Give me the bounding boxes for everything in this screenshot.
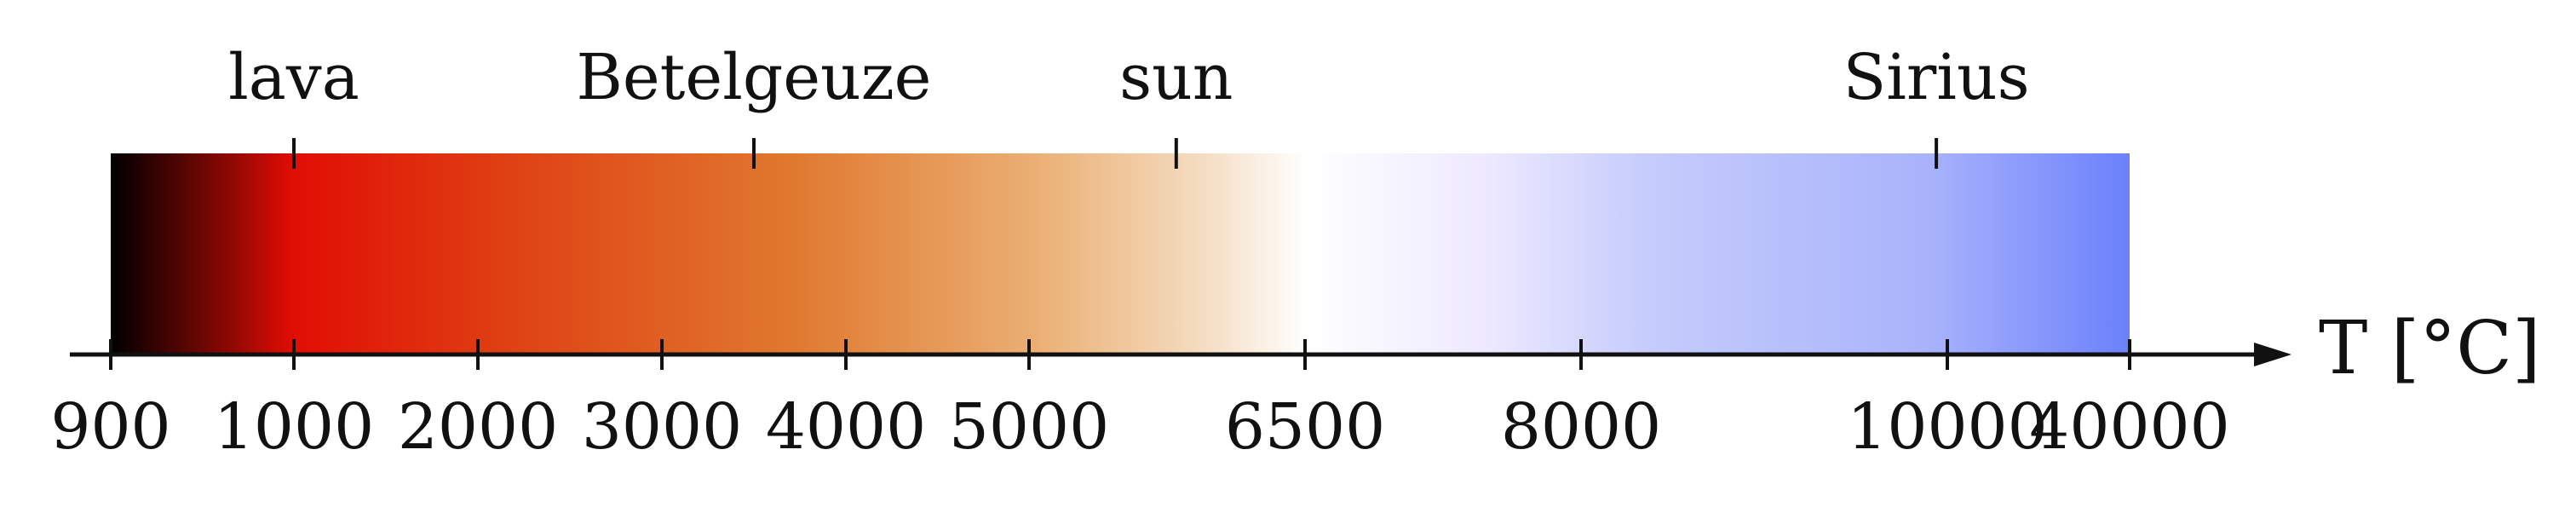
axis-tick-label: 900 — [50, 390, 170, 464]
axis-tick-label: 10000 — [1847, 390, 2047, 464]
marker-label-betelgeuze: Betelgeuze — [577, 41, 932, 114]
marker-label-sirius: Sirius — [1843, 41, 2030, 114]
marker-label-lava: lava — [228, 41, 359, 114]
axis-tick-label: 1000 — [214, 390, 374, 464]
axis-tick-label: 2000 — [398, 390, 558, 464]
axis-tick-label: 6500 — [1225, 390, 1385, 464]
star-markers: lava Betelgeuze sun Sirius — [228, 41, 2030, 169]
axis-tick-label: 4000 — [766, 390, 926, 464]
axis-tick-label: 40000 — [2029, 390, 2229, 464]
axis-arrow-icon — [2254, 343, 2291, 366]
color-gradient-bar — [111, 153, 2130, 354]
axis-ticks: 900 1000 2000 3000 4000 5000 6500 8000 100004000… — [50, 339, 2230, 464]
axis-tick-label: 5000 — [949, 390, 1109, 464]
axis-tick-label: 3000 — [582, 390, 742, 464]
axis-tick-label: 8000 — [1501, 390, 1661, 464]
marker-label-sun: sun — [1119, 41, 1233, 114]
axis-label-temperature: T [°C] — [2319, 306, 2541, 391]
